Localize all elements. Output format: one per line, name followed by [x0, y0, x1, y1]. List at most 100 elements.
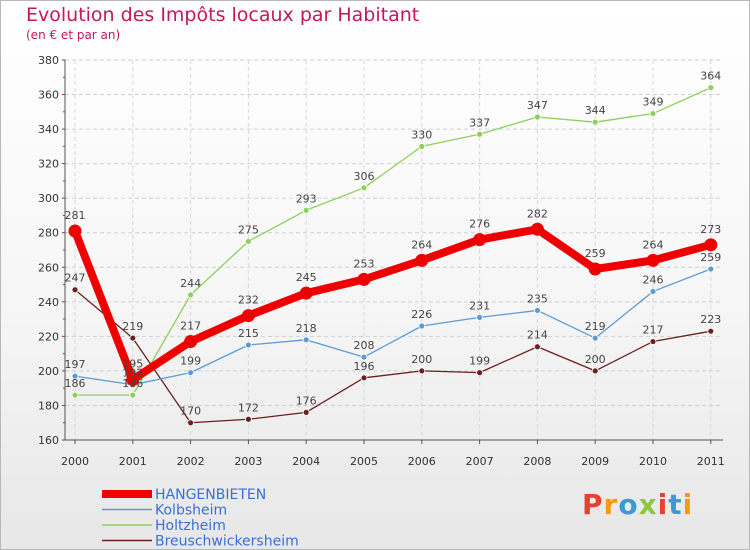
- data-label-breuschwickersheim-2001: 219: [122, 320, 143, 333]
- point-kolbsheim-2004: [302, 336, 310, 344]
- data-label-breuschwickersheim-2007: 199: [469, 355, 490, 368]
- legend: HANGENBIETENKolbsheimHoltzheimBreuschwic…: [102, 487, 299, 550]
- data-label-kolbsheim-2002: 199: [180, 355, 201, 368]
- point-holtzheim-2004: [302, 206, 310, 214]
- data-label-holtzheim-2011: 364: [700, 70, 721, 83]
- data-label-holtzheim-2003: 275: [238, 223, 259, 236]
- chart-subtitle: (en € et par an): [26, 28, 121, 42]
- point-holtzheim-2001: [129, 391, 137, 399]
- data-label-hangenbieten-2000: 281: [65, 209, 86, 222]
- point-kolbsheim-2010: [649, 288, 657, 295]
- point-kolbsheim-2005: [360, 353, 368, 361]
- data-label-kolbsheim-2010: 246: [643, 273, 664, 286]
- x-tick-label-2002: 2002: [177, 455, 205, 468]
- point-hangenbieten-2009: [588, 262, 602, 276]
- point-holtzheim-2011: [707, 84, 715, 92]
- y-tick-label-260: 260: [38, 261, 59, 274]
- x-tick-label-2010: 2010: [639, 455, 667, 468]
- point-hangenbieten-2003: [241, 309, 255, 323]
- series-line-holtzheim: [74, 86, 712, 396]
- data-label-holtzheim-2007: 337: [469, 116, 490, 129]
- data-label-hangenbieten-2010: 264: [643, 238, 664, 251]
- point-breuschwickersheim-2011: [707, 327, 715, 335]
- series-layer: [68, 84, 718, 427]
- x-tick-label-2006: 2006: [408, 455, 436, 468]
- logo-letter: x: [638, 488, 658, 521]
- y-tick-label-280: 280: [38, 227, 59, 240]
- legend-label-holtzheim: Holtzheim: [155, 518, 226, 534]
- data-label-holtzheim-2008: 347: [527, 99, 548, 112]
- data-label-holtzheim-2004: 293: [296, 192, 317, 205]
- data-label-kolbsheim-2005: 208: [354, 339, 375, 352]
- chart-title: Evolution des Impôts locaux par Habitant: [26, 4, 420, 26]
- point-hangenbieten-2010: [646, 253, 660, 267]
- data-label-breuschwickersheim-2002: 170: [180, 405, 201, 418]
- x-tick-label-2001: 2001: [119, 455, 147, 468]
- logo-letter: P: [582, 488, 604, 521]
- axis-layer: 160 180 200 220 240 260 280 300 320 340 360 380 2000…: [38, 54, 725, 468]
- point-breuschwickersheim-2000: [71, 286, 79, 294]
- data-label-holtzheim-2006: 330: [411, 128, 432, 141]
- data-label-hangenbieten-2009: 259: [585, 247, 606, 260]
- point-hangenbieten-2000: [68, 224, 82, 238]
- point-holtzheim-2005: [360, 184, 368, 192]
- point-breuschwickersheim-2006: [418, 367, 426, 375]
- data-label-kolbsheim-2000: 197: [65, 358, 86, 371]
- point-breuschwickersheim-2004: [302, 408, 310, 416]
- logo-letter: i: [682, 488, 694, 521]
- point-kolbsheim-2008: [534, 307, 541, 314]
- point-hangenbieten-2001: [126, 373, 140, 387]
- data-label-breuschwickersheim-2004: 176: [296, 394, 317, 407]
- point-holtzheim-2007: [476, 130, 484, 138]
- y-tick-label-220: 220: [38, 330, 59, 343]
- point-breuschwickersheim-2001: [129, 334, 137, 342]
- point-breuschwickersheim-2010: [649, 338, 657, 345]
- y-tick-label-180: 180: [38, 399, 59, 412]
- data-label-hangenbieten-2003: 232: [238, 294, 259, 307]
- data-label-breuschwickersheim-2010: 217: [643, 324, 664, 337]
- point-holtzheim-2002: [187, 291, 195, 299]
- series-line-breuschwickersheim: [74, 289, 712, 424]
- data-label-kolbsheim-2011: 259: [700, 251, 721, 264]
- point-breuschwickersheim-2009: [591, 367, 599, 375]
- point-breuschwickersheim-2002: [187, 419, 195, 427]
- legend-label-kolbsheim: Kolbsheim: [155, 503, 227, 519]
- legend-label-breuschwickersheim: Breuschwickersheim: [155, 534, 299, 550]
- point-kolbsheim-2007: [476, 313, 484, 321]
- data-label-holtzheim-2005: 306: [354, 170, 375, 183]
- x-tick-label-2003: 2003: [234, 455, 262, 468]
- grid-layer: [65, 59, 723, 440]
- data-label-kolbsheim-2004: 218: [296, 322, 317, 335]
- proxiti-logo: Proxiti: [582, 488, 693, 521]
- data-label-breuschwickersheim-2008: 214: [527, 329, 548, 342]
- point-holtzheim-2010: [649, 110, 657, 117]
- data-label-holtzheim-2010: 349: [643, 96, 664, 109]
- data-label-hangenbieten-2002: 217: [180, 320, 201, 333]
- data-label-kolbsheim-2007: 231: [469, 299, 490, 312]
- data-label-breuschwickersheim-2006: 200: [411, 353, 432, 366]
- y-tick-label-360: 360: [38, 89, 59, 102]
- data-label-holtzheim-2001: 186: [122, 377, 143, 390]
- x-tick-label-2007: 2007: [466, 455, 494, 468]
- point-hangenbieten-2011: [704, 238, 718, 252]
- point-kolbsheim-2002: [187, 369, 195, 377]
- data-label-holtzheim-2002: 244: [180, 277, 201, 290]
- series-line-hangenbieten: [71, 225, 715, 384]
- point-breuschwickersheim-2005: [360, 374, 368, 382]
- y-tick-label-160: 160: [38, 434, 59, 447]
- x-tick-label-2005: 2005: [350, 455, 378, 468]
- point-breuschwickersheim-2003: [244, 415, 252, 423]
- point-kolbsheim-2009: [591, 334, 599, 342]
- point-hangenbieten-2004: [299, 286, 313, 300]
- x-tick-label-2008: 2008: [523, 455, 551, 468]
- logo-letter: o: [618, 488, 639, 521]
- data-label-kolbsheim-2001: 192: [122, 367, 143, 380]
- point-kolbsheim-2011: [707, 265, 715, 273]
- data-label-hangenbieten-2006: 264: [411, 238, 432, 251]
- point-kolbsheim-2000: [71, 372, 79, 380]
- point-hangenbieten-2007: [473, 233, 487, 247]
- data-label-breuschwickersheim-2011: 223: [700, 313, 721, 326]
- data-label-hangenbieten-2004: 245: [296, 271, 317, 284]
- point-breuschwickersheim-2007: [476, 369, 484, 377]
